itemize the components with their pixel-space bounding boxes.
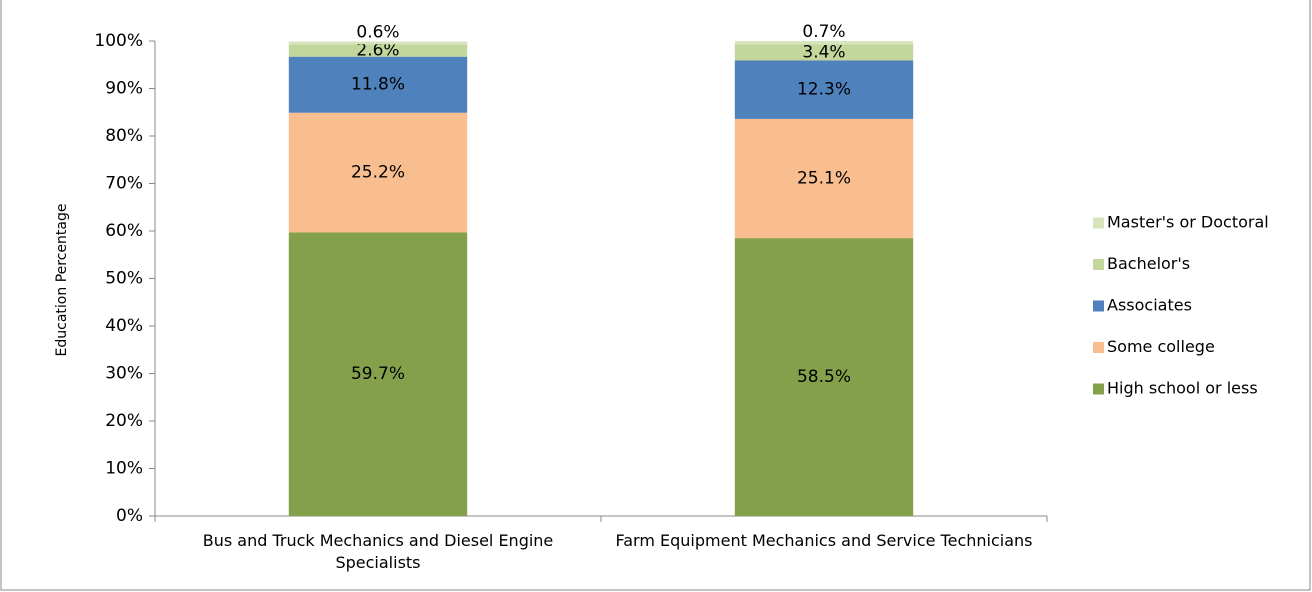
y-tick-label: 30% bbox=[105, 364, 143, 384]
data-label: 59.7% bbox=[351, 364, 405, 384]
legend-swatch bbox=[1093, 342, 1104, 353]
bar-segment bbox=[734, 41, 914, 45]
y-tick-label: 20% bbox=[105, 411, 143, 431]
y-tick-label: 60% bbox=[105, 221, 143, 241]
legend-swatch bbox=[1093, 300, 1104, 312]
y-tick-label: 0% bbox=[116, 506, 143, 526]
y-tick-label: 90% bbox=[105, 79, 143, 99]
data-label: 0.7% bbox=[802, 22, 845, 42]
data-label: 3.4% bbox=[802, 42, 845, 62]
data-label: 11.8% bbox=[351, 75, 405, 95]
data-label: 2.6% bbox=[356, 41, 399, 61]
x-tick-label: Bus and Truck Mechanics and Diesel Engin… bbox=[202, 531, 554, 572]
y-tick-label: 10% bbox=[105, 459, 143, 479]
y-tick-label: 40% bbox=[105, 316, 143, 336]
legend-label: Bachelor's bbox=[1107, 254, 1190, 273]
y-axis-label: Education Percentage bbox=[54, 204, 70, 357]
legend-label: Associates bbox=[1107, 296, 1192, 315]
data-label: 12.3% bbox=[797, 80, 851, 100]
legend-swatch bbox=[1093, 383, 1104, 395]
bar-segment bbox=[288, 56, 468, 113]
data-label: 25.2% bbox=[351, 163, 405, 183]
bar-segment bbox=[734, 44, 914, 61]
data-label: 58.5% bbox=[797, 367, 851, 387]
y-tick-label: 80% bbox=[105, 126, 143, 146]
legend-label: Master's or Doctoral bbox=[1107, 213, 1269, 232]
bar-segment bbox=[288, 112, 468, 233]
legend-label: High school or less bbox=[1107, 379, 1258, 398]
bar-segment bbox=[734, 60, 914, 119]
bar-segment bbox=[288, 232, 468, 517]
bar-segment bbox=[734, 238, 914, 516]
data-label: 25.1% bbox=[797, 169, 851, 189]
bar-segment bbox=[734, 118, 914, 239]
x-tick-label: Farm Equipment Mechanics and Service Tec… bbox=[615, 531, 1033, 550]
bar-segment bbox=[288, 41, 468, 45]
data-label: 0.6% bbox=[356, 22, 399, 42]
legend-label: Some college bbox=[1107, 337, 1215, 356]
y-tick-label: 100% bbox=[94, 31, 143, 51]
y-tick-label: 70% bbox=[105, 174, 143, 194]
legend-swatch bbox=[1093, 217, 1104, 229]
y-tick-label: 50% bbox=[105, 269, 143, 289]
bar-segment bbox=[288, 44, 468, 57]
legend-swatch bbox=[1093, 259, 1104, 270]
